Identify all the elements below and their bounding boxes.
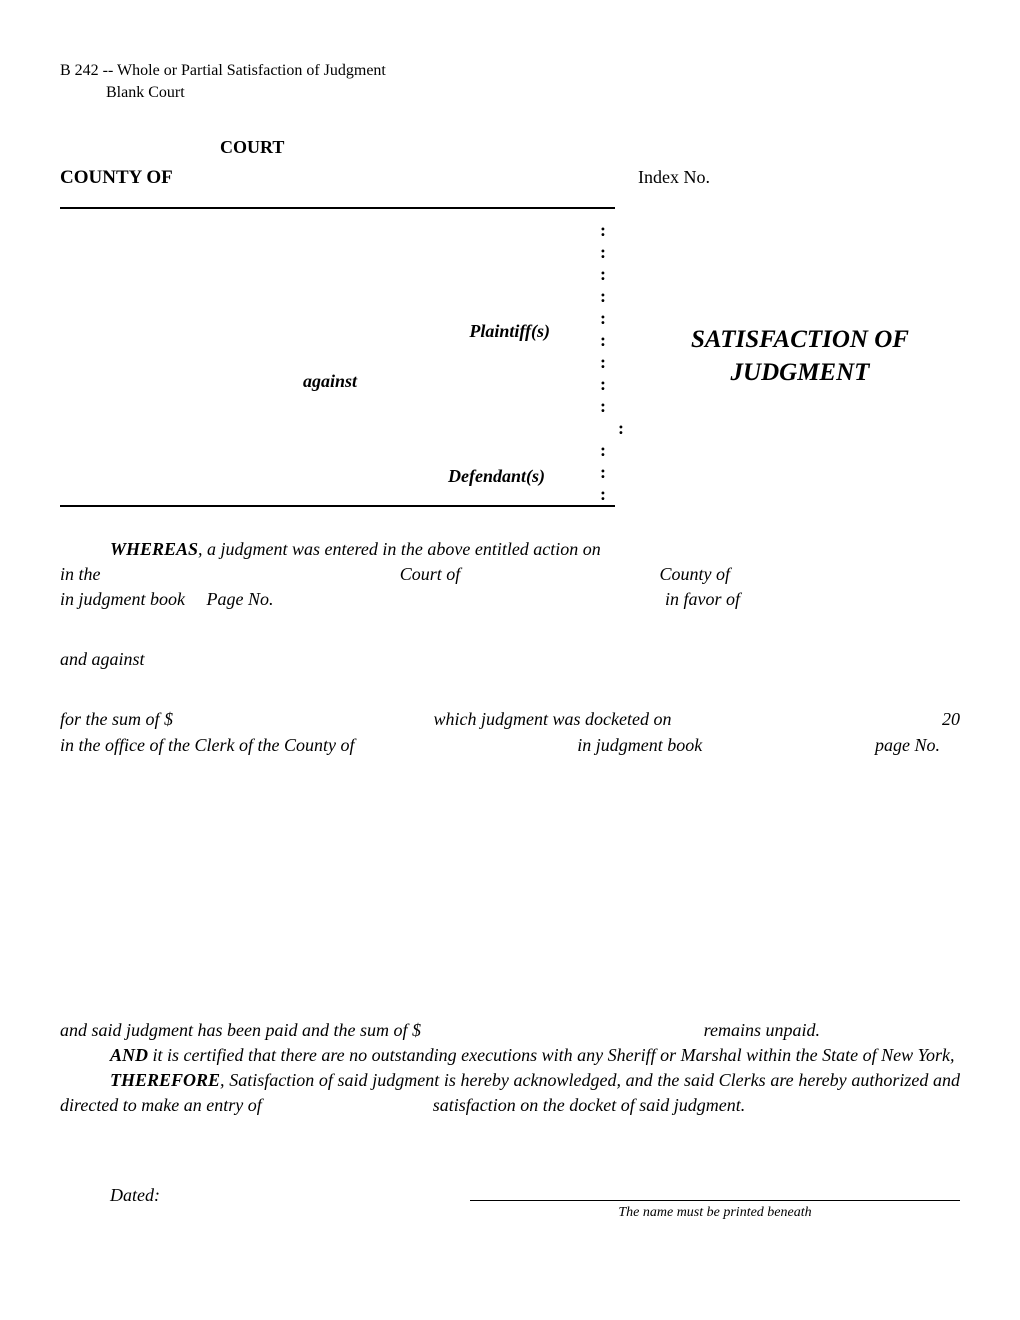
and-against: and against xyxy=(60,647,960,672)
therefore-bold: THEREFORE xyxy=(110,1070,220,1090)
signature-line[interactable] xyxy=(470,1183,960,1201)
court-line: COURT xyxy=(60,135,960,160)
defendant-label: Defendant(s) xyxy=(60,464,545,489)
body-text: WHEREAS, a judgment was entered in the a… xyxy=(60,537,960,1119)
whereas-bold: WHEREAS xyxy=(110,539,198,559)
certified-block: AND it is certified that there are no ou… xyxy=(60,1043,960,1068)
row-office-clerk: in the office of the Clerk of the County… xyxy=(60,733,960,758)
for-the-sum: for the sum of $ xyxy=(60,707,173,732)
in-judgment-book2: in judgment book xyxy=(577,733,702,758)
in-favor-of: in favor of xyxy=(665,587,740,612)
caption-rule-bottom xyxy=(60,505,615,507)
index-no-label: Index No. xyxy=(638,165,710,190)
county-of-body: County of xyxy=(659,562,730,587)
row-judgment-book: in judgment book Page No. in favor of xyxy=(60,587,960,612)
therefore-text2: satisfaction on the docket of said judgm… xyxy=(433,1095,745,1115)
row-sum-docket: for the sum of $ which judgment was dock… xyxy=(60,707,960,732)
page-no: Page No. xyxy=(206,587,273,612)
certified-text: it is certified that there are no outsta… xyxy=(148,1045,954,1065)
dated-label: Dated: xyxy=(60,1183,470,1223)
signature-note: The name must be printed beneath xyxy=(470,1203,960,1223)
plaintiff-label: Plaintiff(s) xyxy=(60,319,550,344)
therefore-block: and said judgment has been paid and the … xyxy=(60,1018,960,1119)
caption-left: Plaintiff(s) against Defendant(s) xyxy=(60,209,600,505)
against-label: against xyxy=(60,369,600,394)
form-header: B 242 -- Whole or Partial Satisfaction o… xyxy=(60,60,960,105)
form-id: B 242 -- Whole or Partial Satisfaction o… xyxy=(60,60,960,82)
document-title: SATISFACTION OF JUDGMENT xyxy=(691,324,909,389)
in-judgment-book: in judgment book xyxy=(60,587,185,612)
whereas-line: WHEREAS, a judgment was entered in the a… xyxy=(60,537,960,562)
in-office: in the office of the Clerk of the County… xyxy=(60,733,354,758)
in-the: in the xyxy=(60,562,101,587)
row-court-county: in the Court of County of xyxy=(60,562,960,587)
caption-right: SATISFACTION OF JUDGMENT xyxy=(620,209,960,505)
court-blank: Blank Court xyxy=(60,82,960,104)
year-20: 20 xyxy=(942,707,960,732)
remains-unpaid: remains unpaid. xyxy=(704,1018,820,1043)
colon-column: ::::::::: :::: xyxy=(600,209,620,505)
and-bold: AND xyxy=(110,1045,148,1065)
court-of: Court of xyxy=(400,562,461,587)
court-label: COURT xyxy=(60,135,284,160)
caption-box: Plaintiff(s) against Defendant(s) ::::::… xyxy=(60,207,960,507)
therefore-wrapper: THEREFORE, Satisfaction of said judgment… xyxy=(60,1068,960,1118)
county-line: COUNTY OF Index No. xyxy=(60,165,960,192)
dated-section: Dated: The name must be printed beneath xyxy=(60,1183,960,1223)
county-of-label: COUNTY OF xyxy=(60,165,173,192)
signature-area: The name must be printed beneath xyxy=(470,1183,960,1223)
whereas-tail: , a judgment was entered in the above en… xyxy=(198,539,601,559)
paid-line-row: and said judgment has been paid and the … xyxy=(60,1018,960,1043)
page-no2: page No. xyxy=(875,733,940,758)
which-judgment: which judgment was docketed on xyxy=(434,707,672,732)
paid-line: and said judgment has been paid and the … xyxy=(60,1018,421,1043)
